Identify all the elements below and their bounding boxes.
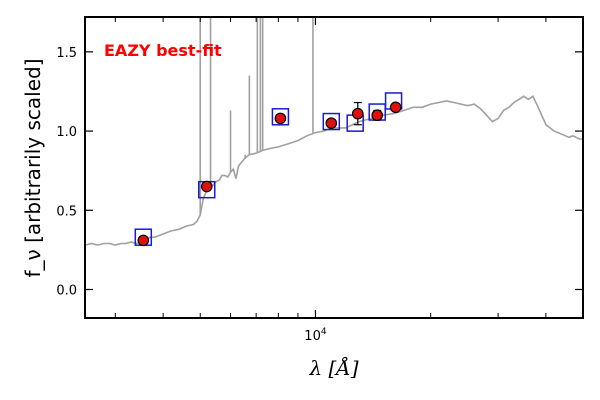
observed-photometry-point xyxy=(137,234,150,247)
y-axis-label: f_ν [arbitrarily scaled] xyxy=(21,59,45,278)
axis-ticks: 0.0 0.5 1.0 1.5 104 xyxy=(56,17,583,344)
y-tick-label: 0.0 xyxy=(56,283,77,298)
y-tick-label: 1.0 xyxy=(56,125,77,140)
x-axis-label: λ [Å] xyxy=(308,355,358,380)
model-photometry-square xyxy=(271,108,290,126)
legend-annotation: EAZY best-fit xyxy=(104,41,222,60)
plot-area xyxy=(84,17,583,247)
plot-frame xyxy=(84,16,584,319)
x-tick-label: 104 xyxy=(304,327,327,344)
observed-photometry-point xyxy=(274,112,287,125)
model-photometry-square xyxy=(322,112,341,131)
y-tick-label: 0.5 xyxy=(56,204,77,219)
observed-photometry-point xyxy=(200,180,213,193)
template-spectrum-line xyxy=(84,94,583,246)
observed-photometry-point xyxy=(351,107,364,120)
observed-photometry-point xyxy=(325,117,338,129)
observed-photometry-point xyxy=(371,109,384,122)
observed-photometry-point xyxy=(389,101,402,114)
y-tick-label: 1.5 xyxy=(56,46,77,61)
